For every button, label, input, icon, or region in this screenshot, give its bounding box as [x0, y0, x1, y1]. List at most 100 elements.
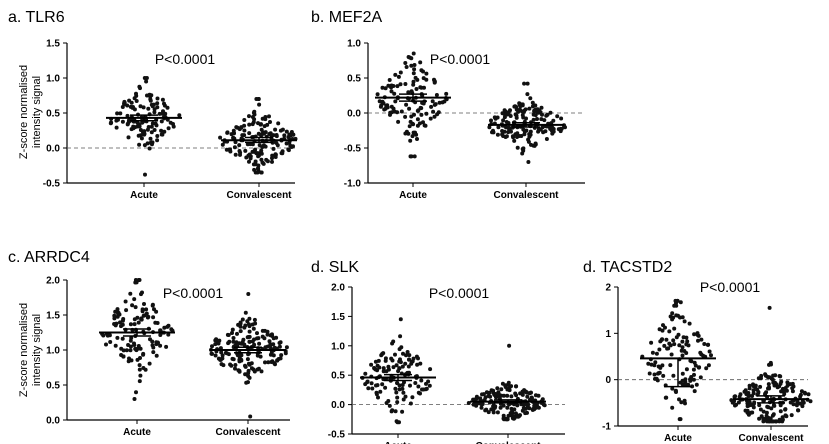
data-point — [681, 335, 686, 340]
data-point — [709, 353, 713, 358]
data-point — [489, 388, 494, 393]
data-point — [479, 405, 484, 410]
data-point — [132, 322, 137, 327]
data-point — [504, 120, 509, 124]
data-point — [247, 152, 252, 157]
data-point — [135, 357, 140, 362]
data-point — [149, 124, 154, 129]
data-point — [220, 353, 225, 358]
data-point — [164, 344, 169, 349]
data-point — [236, 368, 241, 373]
y-tick-label: 0 — [605, 375, 611, 386]
data-point — [650, 350, 655, 355]
data-point — [257, 143, 262, 148]
data-point — [654, 351, 659, 356]
data-point — [148, 136, 153, 141]
data-point — [394, 390, 399, 395]
data-point — [745, 408, 750, 413]
series-convalescent — [729, 305, 813, 424]
series-convalescent — [209, 292, 289, 419]
data-point — [674, 390, 678, 394]
data-point — [474, 396, 479, 401]
data-point — [766, 382, 771, 387]
data-point — [107, 332, 112, 337]
data-point — [502, 108, 507, 113]
data-point — [751, 388, 756, 393]
data-point — [680, 371, 685, 376]
data-point — [406, 364, 411, 369]
data-point — [748, 401, 752, 406]
p-value-annotation: P<0.0001 — [163, 285, 224, 301]
data-point — [256, 336, 261, 341]
data-point — [684, 351, 689, 355]
data-point — [230, 327, 235, 332]
data-point — [375, 92, 380, 97]
y-axis-label-line1: Z-score normalised — [18, 303, 30, 397]
data-point — [403, 82, 408, 86]
panel-d-tacstd2: d. TACSTD2 P<0.0001 -1 0 1 2 Acute Convalescent — [583, 259, 813, 444]
x-tick-label: Acute — [130, 190, 158, 201]
data-point — [489, 118, 493, 123]
data-point — [496, 125, 501, 130]
data-point — [148, 337, 152, 342]
data-point — [699, 352, 704, 357]
data-point — [121, 317, 126, 321]
data-point — [152, 128, 157, 132]
data-point — [363, 371, 368, 376]
data-point — [806, 392, 811, 397]
data-point — [140, 120, 145, 125]
data-point — [129, 358, 134, 363]
data-point — [241, 337, 246, 342]
data-point — [411, 51, 416, 56]
data-point — [397, 366, 402, 371]
data-point — [507, 343, 512, 348]
data-point — [649, 362, 654, 367]
data-point — [680, 315, 685, 320]
data-point — [140, 307, 145, 312]
data-point — [519, 134, 524, 138]
data-point — [168, 120, 173, 125]
data-point — [384, 369, 389, 374]
x-tick-label: Convalescent — [493, 190, 559, 201]
data-point — [506, 112, 511, 117]
data-point — [242, 133, 247, 138]
data-point — [276, 121, 281, 126]
data-point — [421, 387, 426, 392]
data-point — [516, 414, 521, 419]
data-point — [256, 121, 260, 126]
data-point — [259, 369, 264, 374]
data-point — [501, 416, 506, 421]
data-point — [784, 414, 789, 419]
data-point — [779, 389, 784, 394]
data-point — [284, 141, 289, 146]
data-point — [129, 335, 134, 340]
data-point — [404, 65, 409, 69]
data-point — [126, 343, 131, 347]
data-point — [288, 143, 293, 148]
data-point — [730, 400, 735, 405]
data-point — [395, 84, 400, 89]
data-point — [652, 372, 657, 377]
y-tick-label: -1 — [602, 422, 611, 433]
y-tick-label: 2.0 — [331, 283, 345, 294]
data-point — [262, 328, 267, 333]
data-point — [381, 366, 386, 371]
data-point — [253, 321, 258, 326]
y-tick-label: 1.0 — [331, 341, 345, 352]
data-point — [699, 337, 704, 342]
data-point — [266, 360, 271, 365]
data-point — [134, 99, 139, 103]
data-point — [556, 127, 561, 132]
data-point — [151, 350, 156, 355]
data-point — [141, 352, 146, 357]
data-point — [436, 110, 441, 115]
data-point — [682, 319, 687, 324]
data-point — [684, 367, 689, 372]
data-point — [139, 136, 144, 141]
data-point — [444, 91, 449, 96]
data-point — [235, 353, 240, 358]
data-point — [514, 384, 518, 389]
data-point — [112, 322, 117, 326]
data-point — [247, 316, 252, 321]
data-point — [124, 308, 129, 313]
